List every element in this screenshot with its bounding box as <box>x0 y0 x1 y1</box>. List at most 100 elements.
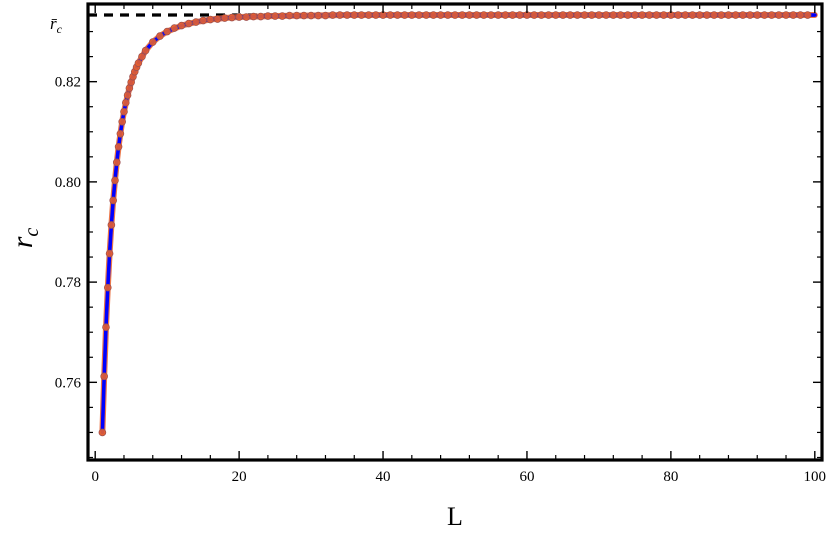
data-point <box>256 12 265 21</box>
data-point <box>487 11 495 19</box>
data-point <box>703 11 711 19</box>
data-point <box>184 19 193 28</box>
data-point <box>278 12 287 20</box>
data-point <box>688 11 697 19</box>
data-point <box>177 21 186 30</box>
data-point <box>530 11 538 19</box>
data-point <box>264 12 272 20</box>
data-point <box>537 11 546 19</box>
data-point <box>652 11 661 19</box>
data-point <box>674 11 682 19</box>
data-point <box>116 129 125 138</box>
data-point <box>724 11 733 19</box>
data-point <box>595 11 603 19</box>
data-point <box>148 38 157 46</box>
data-point <box>775 11 783 19</box>
data-point <box>307 11 315 20</box>
data-point <box>559 11 567 19</box>
data-point <box>242 13 251 21</box>
data-point <box>343 11 351 19</box>
y-axis-label-main: r <box>6 236 39 248</box>
data-point <box>710 11 718 19</box>
data-point <box>134 59 143 67</box>
y-axis-label-subscript: c <box>21 228 43 237</box>
data-point <box>156 32 164 40</box>
data-point <box>753 11 762 19</box>
data-point <box>170 24 179 32</box>
x-axis-label: L <box>447 502 463 531</box>
y-axis-label: rc <box>6 228 43 249</box>
data-point <box>789 11 798 19</box>
x-tick-label: 0 <box>91 469 99 485</box>
data-point <box>120 107 128 116</box>
data-point <box>393 11 402 19</box>
data-point <box>386 11 395 19</box>
data-point <box>544 11 553 19</box>
data-point <box>494 11 502 19</box>
x-tick-label: 80 <box>663 469 678 485</box>
data-point <box>580 11 589 19</box>
data-point <box>782 11 790 19</box>
data-point <box>98 428 107 437</box>
data-point <box>695 11 704 19</box>
reference-line-label-subscript: c <box>57 22 63 36</box>
data-point <box>746 11 754 19</box>
data-point <box>123 91 132 99</box>
data-point <box>631 11 639 19</box>
data-point <box>206 15 215 24</box>
y-tick-label: 0.78 <box>55 275 81 291</box>
data-point <box>141 46 150 55</box>
data-point <box>638 11 646 19</box>
data-point <box>458 11 467 19</box>
data-point <box>292 11 301 20</box>
data-point <box>118 117 126 126</box>
data-point <box>566 11 574 19</box>
data-point <box>228 13 236 22</box>
reference-line-label-main: r̄ <box>50 14 58 33</box>
data-point <box>415 11 423 19</box>
plot-frame <box>86 2 824 462</box>
y-tick-label: 0.76 <box>55 375 82 391</box>
data-point <box>717 11 726 19</box>
data-point <box>616 11 625 19</box>
data-point <box>107 221 116 229</box>
data-point <box>623 11 632 19</box>
x-tick-label: 100 <box>804 469 827 485</box>
data-point <box>659 11 668 19</box>
data-point <box>573 11 582 19</box>
data-point <box>300 11 308 20</box>
data-point <box>163 27 171 36</box>
data-point <box>314 11 323 20</box>
data-point <box>422 11 431 19</box>
data-point <box>364 11 373 19</box>
data-point <box>138 52 146 61</box>
data-point <box>103 283 112 292</box>
data-point <box>100 372 108 381</box>
data-point <box>235 13 243 21</box>
data-point <box>321 11 330 20</box>
data-point <box>602 11 610 19</box>
data-point <box>372 11 380 19</box>
data-point <box>465 11 474 19</box>
data-point <box>121 98 130 107</box>
data-point <box>681 11 690 19</box>
data-point <box>102 323 110 332</box>
data-point <box>501 11 510 19</box>
data-point <box>739 11 747 19</box>
data-point <box>760 11 769 19</box>
data-point <box>515 11 524 19</box>
data-point <box>551 11 560 19</box>
data-point <box>114 143 123 151</box>
data-point <box>105 249 114 258</box>
x-tick-label: 20 <box>232 469 247 485</box>
data-point <box>408 11 416 19</box>
data-point <box>609 11 618 19</box>
data-point <box>357 11 366 19</box>
data-point <box>429 11 438 19</box>
data-point <box>111 176 119 185</box>
data-point <box>451 11 459 19</box>
data-point <box>479 11 488 19</box>
data-point <box>645 11 654 19</box>
y-tick-label: 0.80 <box>55 175 81 191</box>
